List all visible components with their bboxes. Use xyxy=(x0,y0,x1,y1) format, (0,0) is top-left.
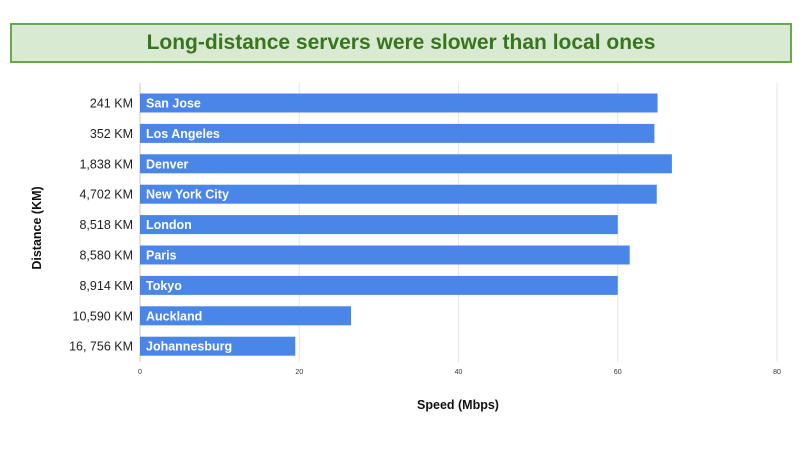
bar xyxy=(140,184,657,204)
bar-label: Tokyo xyxy=(146,279,182,293)
category-label: 241 KM xyxy=(90,97,133,111)
bar xyxy=(140,93,658,113)
bar xyxy=(140,245,630,265)
category-label: 10,590 KM xyxy=(73,309,133,323)
x-tick-label: 60 xyxy=(614,369,622,376)
title-banner: Long-distance servers were slower than l… xyxy=(10,23,792,63)
category-label: 4,702 KM xyxy=(79,188,133,202)
category-labels: 241 KM 352 KM 1,838 KM 4,702 KM 8,518 KM 8,58… xyxy=(69,97,133,354)
x-tick-label: 40 xyxy=(455,369,463,376)
bar-labels: San Jose Los Angeles Denver New York City Lo… xyxy=(146,97,232,354)
bar-label: Paris xyxy=(146,249,177,263)
bar xyxy=(140,275,618,295)
x-tick-label: 80 xyxy=(773,369,781,376)
category-label: 16, 756 KM xyxy=(69,340,133,354)
bar-label: Denver xyxy=(146,157,189,171)
bar-label: Auckland xyxy=(146,309,202,323)
bar-label: London xyxy=(146,218,192,232)
category-label: 8,518 KM xyxy=(79,218,133,232)
category-label: 8,580 KM xyxy=(79,249,133,263)
chart-title: Long-distance servers were slower than l… xyxy=(146,31,656,54)
category-label: 352 KM xyxy=(90,127,133,141)
bar xyxy=(140,123,655,143)
category-label: 8,914 KM xyxy=(79,279,133,293)
bars xyxy=(140,93,672,356)
bar xyxy=(140,336,296,356)
x-tick-labels: 0 20 40 60 80 xyxy=(138,369,781,376)
x-tick-label: 0 xyxy=(138,369,142,376)
bar-label: Johannesburg xyxy=(146,340,232,354)
bar xyxy=(140,154,672,174)
x-tick-label: 20 xyxy=(295,369,303,376)
category-label: 1,838 KM xyxy=(79,157,133,171)
bar xyxy=(140,215,618,235)
bar-label: Los Angeles xyxy=(146,127,220,141)
y-axis-label: Distance (KM) xyxy=(30,186,44,269)
bar-label: San Jose xyxy=(146,97,201,111)
bar-label: New York City xyxy=(146,188,229,202)
x-axis-label: Speed (Mbps) xyxy=(417,398,499,412)
bar xyxy=(140,306,352,326)
